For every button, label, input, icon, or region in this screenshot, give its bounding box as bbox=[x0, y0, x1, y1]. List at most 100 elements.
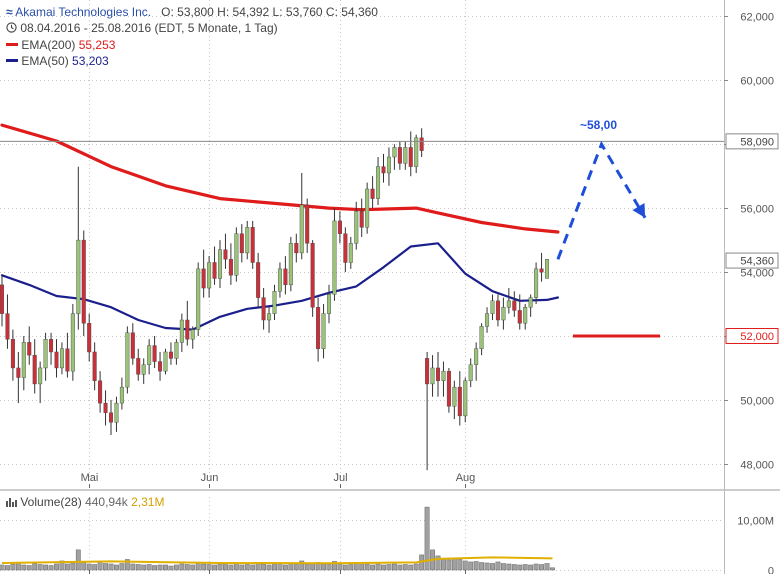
candle-body bbox=[27, 342, 32, 356]
candle-body bbox=[245, 227, 250, 254]
ema200-value: 55,253 bbox=[78, 38, 116, 52]
volume-bar bbox=[206, 564, 212, 571]
volume-bar bbox=[233, 563, 239, 571]
volume-bar bbox=[424, 506, 430, 571]
candle-body bbox=[310, 243, 315, 308]
volume-bar bbox=[48, 565, 54, 571]
volume-bar bbox=[550, 567, 555, 571]
candle-body bbox=[354, 211, 359, 244]
candle-body bbox=[125, 332, 130, 388]
ema50-swatch bbox=[6, 59, 18, 62]
volume-bar bbox=[441, 558, 446, 571]
volume-axis: 0 10,00M bbox=[737, 516, 774, 574]
volume-bar bbox=[124, 559, 130, 571]
candle-body bbox=[43, 338, 48, 369]
volume-bar bbox=[392, 563, 397, 571]
volume-bar bbox=[146, 564, 152, 571]
volume-bar bbox=[114, 564, 119, 571]
volume-bar bbox=[86, 563, 92, 571]
volume-bar bbox=[337, 563, 343, 571]
candle-body bbox=[452, 386, 457, 407]
volume-bar bbox=[544, 563, 550, 571]
candle-body bbox=[305, 204, 310, 244]
volume-bar bbox=[250, 564, 256, 571]
volume-bar bbox=[81, 562, 87, 571]
volume-bar bbox=[212, 564, 217, 571]
volume-average: 2,31M bbox=[131, 495, 165, 509]
last-price-tag-box bbox=[725, 252, 779, 269]
ema50-series bbox=[0, 242, 560, 331]
volume-bar bbox=[484, 562, 490, 571]
candle-body bbox=[479, 326, 484, 349]
volume-grid bbox=[0, 520, 724, 571]
instrument-name[interactable]: Akamai Technologies Inc. bbox=[15, 5, 152, 19]
volume-bar bbox=[332, 561, 337, 571]
candle-body bbox=[512, 300, 517, 311]
candle-body bbox=[32, 354, 37, 385]
volume-bar bbox=[152, 565, 157, 571]
volume-bar bbox=[261, 563, 266, 571]
volume-bar bbox=[413, 563, 419, 571]
ema50-value: 53,203 bbox=[72, 54, 109, 68]
volume-bar bbox=[217, 563, 223, 571]
ema200-swatch bbox=[6, 43, 18, 46]
candle-body bbox=[76, 239, 81, 314]
candle-body bbox=[223, 249, 228, 260]
volume-bar bbox=[342, 564, 348, 571]
volume-bar bbox=[163, 564, 168, 571]
candle-body bbox=[234, 233, 239, 276]
volume-bar bbox=[397, 564, 403, 571]
date-axis: Mai Jun Jul Aug bbox=[81, 472, 475, 574]
candle-body bbox=[381, 166, 386, 174]
volume-bar bbox=[490, 563, 495, 571]
candle-body bbox=[201, 268, 206, 289]
volume-bar bbox=[272, 564, 277, 571]
volume-bar bbox=[539, 564, 544, 571]
volume-bar bbox=[370, 564, 375, 571]
candle-body bbox=[0, 284, 4, 314]
price-axis: 48,00050,00052,00054,00056,00058,00060,0… bbox=[724, 12, 779, 472]
volume-bar bbox=[135, 564, 141, 571]
volume-bar bbox=[239, 564, 245, 571]
candle-body bbox=[332, 220, 337, 295]
volume-bar bbox=[228, 564, 234, 571]
candle-body bbox=[414, 137, 419, 167]
candle-body bbox=[523, 307, 528, 324]
volume-bar bbox=[37, 564, 43, 571]
ema50-line bbox=[0, 242, 560, 331]
date-label: Jul bbox=[333, 472, 347, 484]
candle-body bbox=[403, 147, 408, 164]
volume-bar bbox=[92, 564, 98, 571]
candle-body bbox=[545, 259, 550, 279]
volume-bar bbox=[54, 563, 59, 571]
candle-body bbox=[474, 348, 479, 365]
forecast-path: ~58,00 bbox=[556, 118, 647, 260]
volume-bar bbox=[364, 563, 370, 571]
candle-body bbox=[185, 319, 190, 340]
volume-bar bbox=[402, 564, 408, 571]
candle-body bbox=[430, 367, 435, 385]
candle-body bbox=[217, 249, 222, 279]
candle-body bbox=[327, 294, 332, 314]
price-tick-label: 60,000 bbox=[740, 76, 774, 88]
ohlc-values: O: 53,800 H: 54,392 L: 53,760 C: 54,360 bbox=[161, 5, 378, 19]
candle-body bbox=[212, 262, 217, 279]
candle-body bbox=[539, 268, 544, 273]
volume-bar bbox=[310, 563, 316, 571]
candle-body bbox=[87, 323, 92, 353]
legend-ema50: EMA(50) 53,203 bbox=[6, 53, 109, 69]
candle-body bbox=[49, 338, 54, 353]
candle-body bbox=[376, 166, 381, 199]
volume-tick-label: 10,00M bbox=[737, 516, 774, 528]
header-title-row: ≈ Akamai Technologies Inc. O: 53,800 H: … bbox=[6, 4, 378, 20]
period-text: 08.04.2016 - 25.08.2016 (EDT, 5 Monate, … bbox=[20, 21, 278, 35]
candle-body bbox=[272, 291, 277, 314]
clock-icon bbox=[6, 22, 17, 33]
candle-body bbox=[468, 364, 473, 381]
volume-bar bbox=[70, 562, 76, 571]
candle-body bbox=[163, 351, 168, 372]
volume-bar bbox=[108, 563, 114, 571]
candle-body bbox=[81, 239, 86, 324]
price-tick-label: 56,000 bbox=[740, 204, 774, 216]
price-tick-label: 62,000 bbox=[740, 12, 774, 24]
